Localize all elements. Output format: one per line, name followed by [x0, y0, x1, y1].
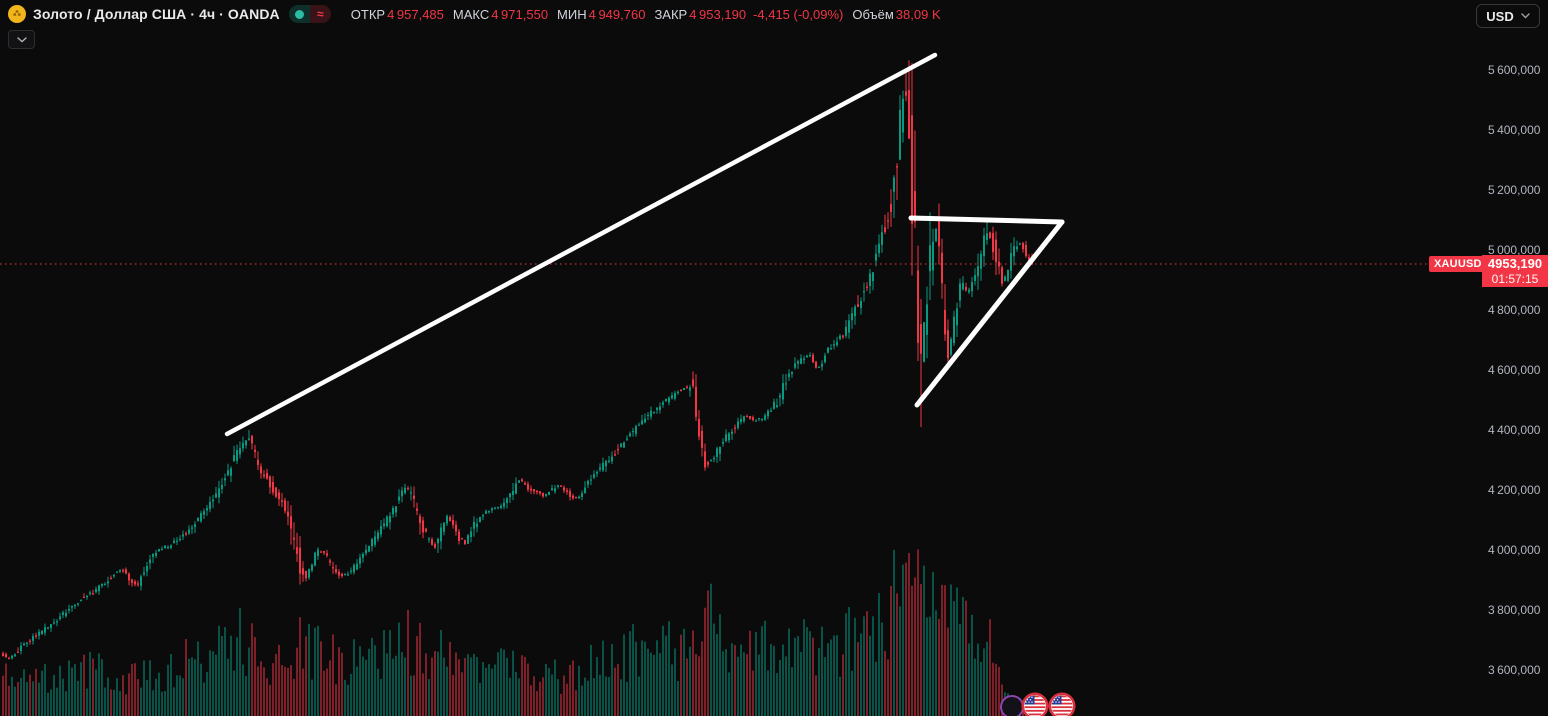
instrument-logos: [999, 691, 1079, 716]
price-tick: 3 600,000: [1488, 663, 1541, 677]
price-tick: 5 600,000: [1488, 63, 1541, 77]
symbol-title[interactable]: Золото / Доллар США · 4ч · OANDA: [33, 6, 280, 22]
volume-label: Объём: [852, 6, 894, 22]
drawing-trendline[interactable]: [224, 52, 938, 437]
volume-value: 38,09 K: [895, 6, 941, 22]
market-open-indicator: [288, 5, 310, 23]
currency-label: USD: [1486, 8, 1514, 24]
volume-series: [2, 549, 1033, 716]
price-tick: 5 000,000: [1488, 243, 1541, 257]
price-tick: 4 200,000: [1488, 483, 1541, 497]
last-price-label: 4953,190 01:57:15: [1482, 255, 1548, 288]
close-value: 4 953,190: [689, 6, 747, 22]
price-tick: 4 800,000: [1488, 303, 1541, 317]
gold-icon: [8, 5, 26, 23]
price-tick: 3 800,000: [1488, 603, 1541, 617]
symbol-price-flag: XAUUSD: [1429, 256, 1487, 273]
gold-coin-icon: [1000, 695, 1024, 716]
candle-series: [2, 60, 1033, 660]
change-value: -4,415 (-0,09%): [753, 6, 844, 22]
ohlc-row: ОТКР 4 957,485 МАКС 4 971,550 МИН 4 949,…: [342, 7, 941, 22]
drawing-triangle-top[interactable]: [908, 215, 1065, 225]
currency-dropdown[interactable]: USD: [1476, 4, 1540, 28]
delayed-data-icon: ≈: [309, 5, 331, 23]
bar-countdown: 01:57:15: [1491, 272, 1539, 287]
chevron-down-icon: [1521, 13, 1530, 19]
price-axis[interactable]: 5 600,000 5 400,000 5 200,000 5 000,000 4 80…: [1482, 0, 1548, 716]
open-label: ОТКР: [350, 6, 386, 22]
chart-legend: Золото / Доллар США · 4ч · OANDA ≈ ОТКР …: [8, 0, 941, 28]
open-value: 4 957,485: [387, 6, 444, 22]
market-status-pill[interactable]: ≈: [288, 5, 331, 23]
last-price-value: 4953,190: [1487, 256, 1543, 272]
drawing-triangle-bottom[interactable]: [914, 219, 1065, 408]
market-open-dot-icon: [294, 9, 304, 19]
price-tick: 4 600,000: [1488, 363, 1541, 377]
high-label: МАКС: [452, 6, 490, 22]
high-value: 4 971,550: [491, 6, 549, 22]
price-tick: 5 200,000: [1488, 183, 1541, 197]
chevron-down-icon: [16, 36, 27, 43]
usd-flag-icon: [1048, 692, 1076, 716]
usd-flag-icon: [1021, 692, 1049, 716]
close-label: ЗАКР: [654, 6, 688, 22]
price-tick: 4 000,000: [1488, 543, 1541, 557]
legend-collapse-button[interactable]: [8, 30, 35, 49]
low-value: 4 949,760: [588, 6, 646, 22]
price-tick: 5 400,000: [1488, 123, 1541, 137]
price-tick: 4 400,000: [1488, 423, 1541, 437]
low-label: МИН: [557, 6, 587, 22]
